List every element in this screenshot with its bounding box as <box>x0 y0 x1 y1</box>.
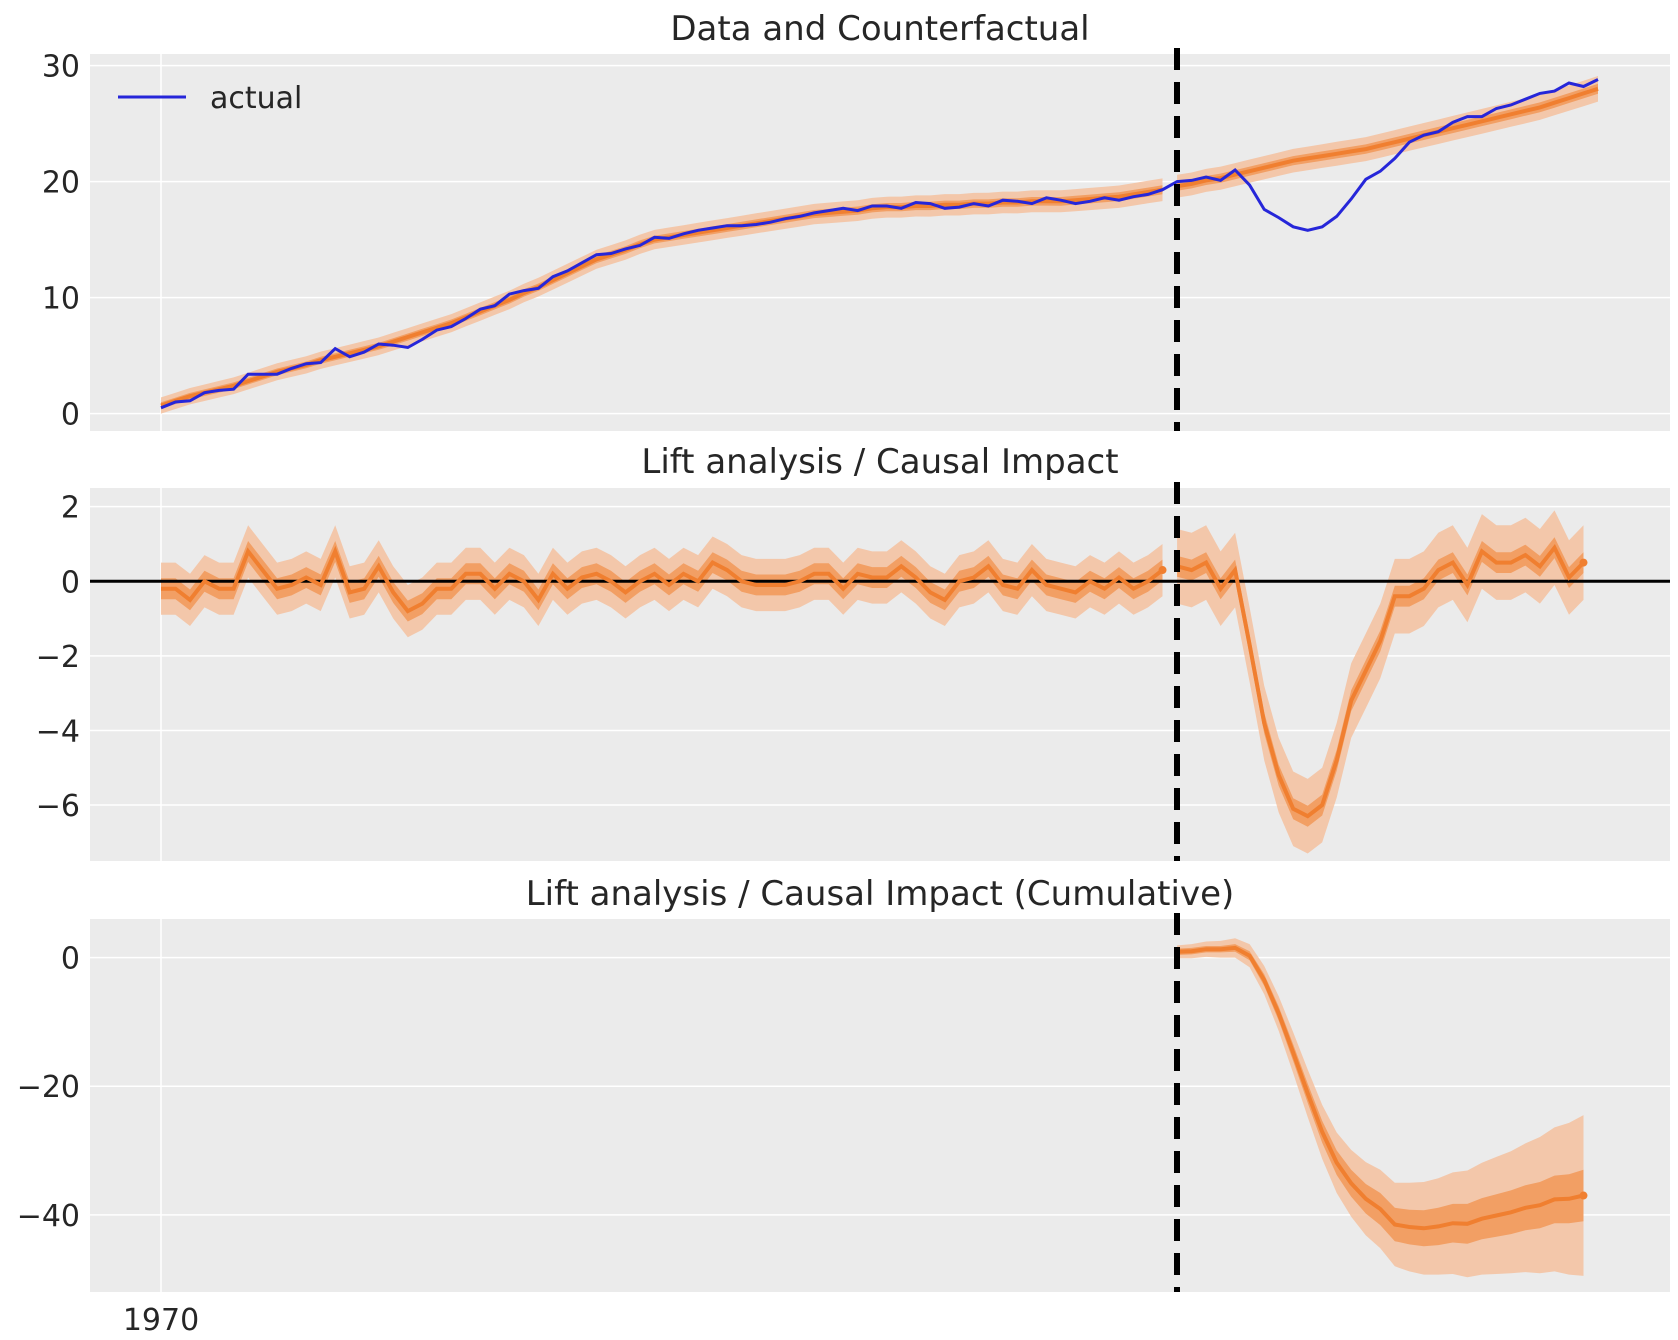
grid-lines <box>90 54 1670 431</box>
counterfactual-line <box>1176 86 1599 189</box>
legend: actual <box>118 81 302 116</box>
y-tick-labels: 0 −20 −40 <box>17 942 80 1234</box>
series-end-marker <box>1579 1191 1588 1200</box>
y-tick-label: −4 <box>36 714 80 749</box>
panel-data-and-counterfactual: Data and Counterfactual 0 10 20 30 actual <box>42 9 1670 433</box>
credible-interval-94 <box>1177 938 1584 1278</box>
y-tick-label: 0 <box>61 942 80 977</box>
y-tick-label: 20 <box>42 166 80 201</box>
panel-title: Lift analysis / Causal Impact <box>641 442 1118 482</box>
panel-title: Lift analysis / Causal Impact (Cumulativ… <box>526 874 1235 914</box>
y-tick-label: −20 <box>17 1070 80 1105</box>
causal-impact-line <box>1176 543 1585 819</box>
actual-line <box>160 78 1599 410</box>
cumulative-impact-line <box>1177 945 1584 1231</box>
x-tick-label-1970: 1970 <box>123 1303 199 1338</box>
causal-impact-line <box>161 545 1164 614</box>
y-tick-label: 10 <box>42 282 80 317</box>
legend-label-actual: actual <box>210 81 302 116</box>
credible-interval-50 <box>1177 944 1584 1247</box>
credible-intervals <box>1177 938 1584 1278</box>
y-tick-label: 0 <box>61 565 80 600</box>
panel-title: Data and Counterfactual <box>670 9 1089 49</box>
series-end-marker <box>1158 566 1167 575</box>
y-tick-label: −2 <box>36 640 80 675</box>
series-lines <box>160 78 1599 410</box>
series-end-marker <box>1579 558 1588 567</box>
y-tick-labels: 0 10 20 30 <box>42 50 80 433</box>
panel-lift-analysis-cumulative: Lift analysis / Causal Impact (Cumulativ… <box>17 874 1670 1292</box>
plot-area-background <box>90 54 1670 431</box>
y-tick-labels: 2 0 −2 −4 −6 <box>36 491 80 824</box>
y-tick-label: −6 <box>36 789 80 824</box>
plot-area-background <box>90 488 1670 861</box>
series-lines <box>1177 945 1588 1231</box>
y-tick-label: 0 <box>61 398 80 433</box>
y-tick-label: 30 <box>42 50 80 85</box>
y-tick-label: −40 <box>17 1199 80 1234</box>
y-tick-label: 2 <box>61 491 80 526</box>
series-lines <box>90 543 1670 819</box>
panel-lift-analysis: Lift analysis / Causal Impact 2 0 −2 −4 −6 <box>36 442 1670 861</box>
